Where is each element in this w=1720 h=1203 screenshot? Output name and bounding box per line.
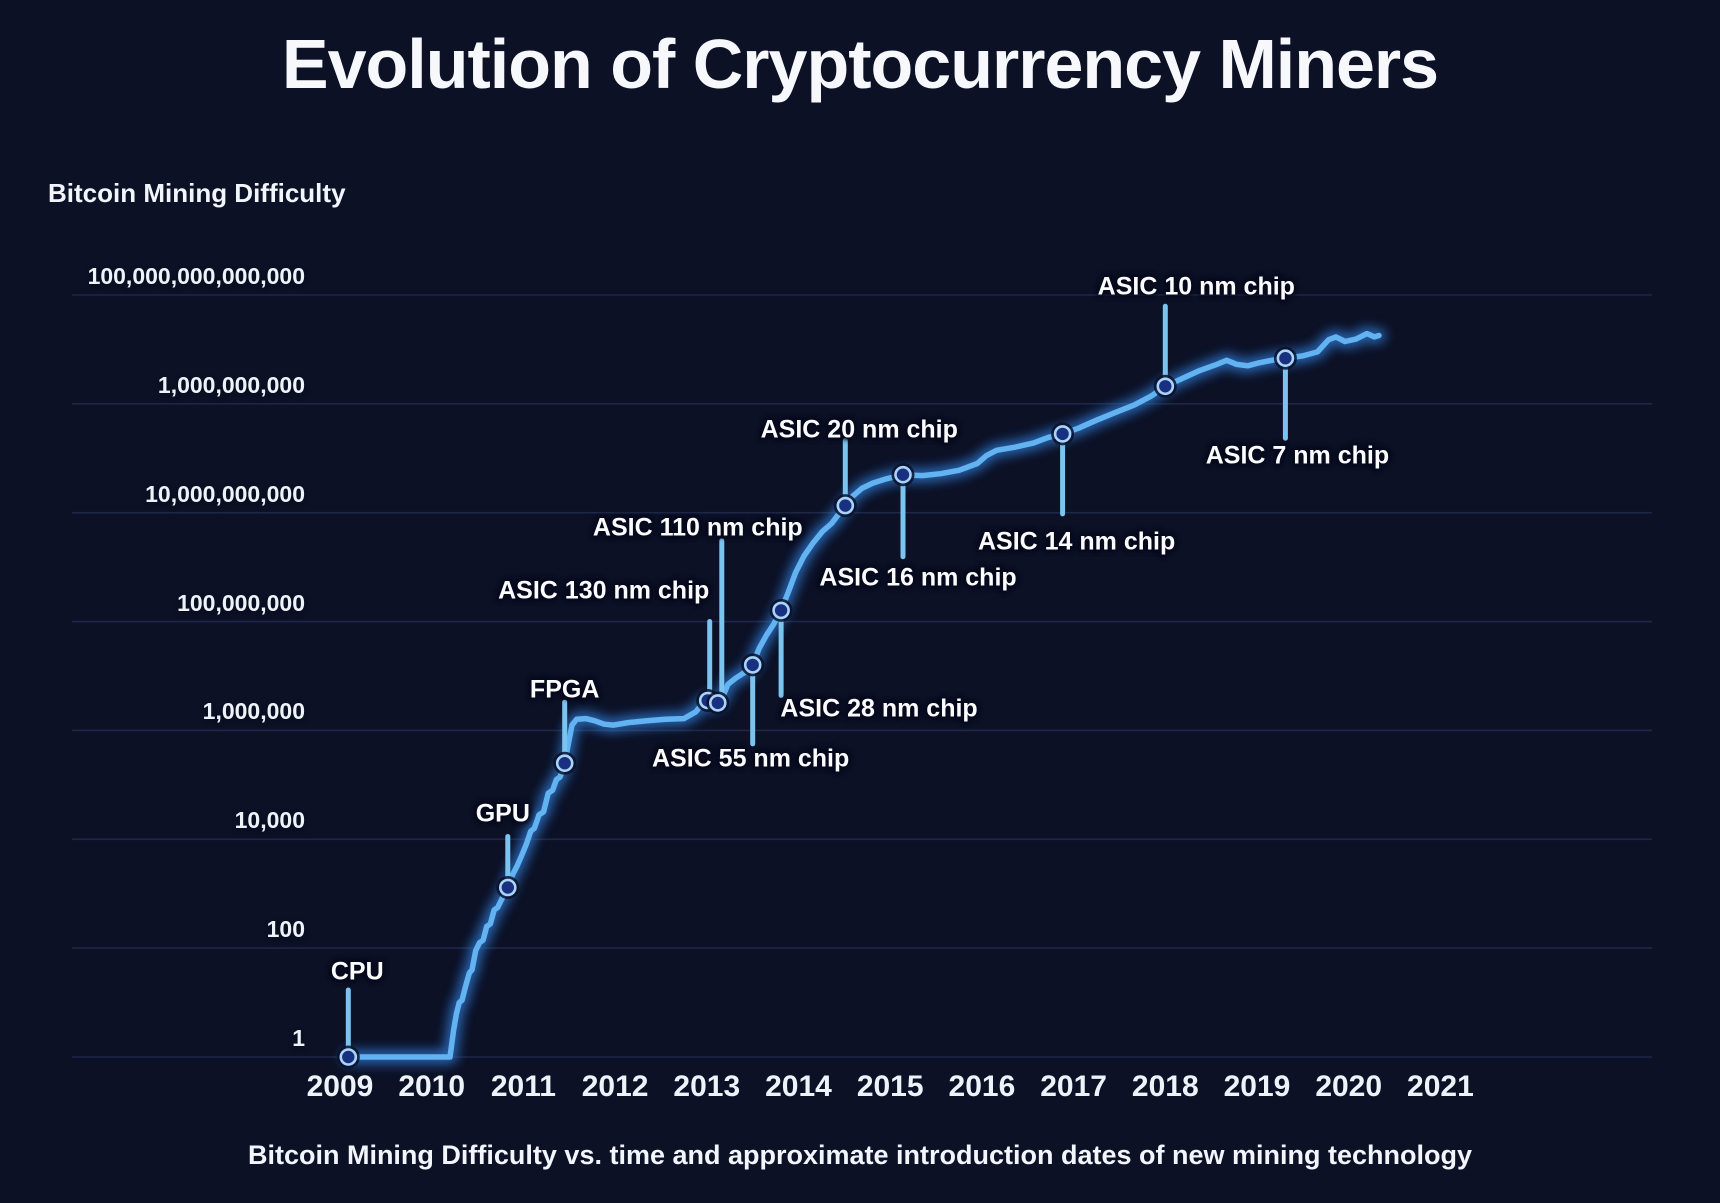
data-point-dot xyxy=(1053,425,1072,443)
data-point-dot xyxy=(1156,377,1175,396)
annotation-label: CPU xyxy=(330,957,384,986)
data-point-dot xyxy=(894,465,912,484)
x-tick-label: 2017 xyxy=(1040,1070,1107,1103)
x-tick-label: 2010 xyxy=(398,1070,466,1103)
page-title: Evolution of Cryptocurrency Miners xyxy=(281,25,1439,103)
data-point-halo xyxy=(496,876,520,899)
data-point-halo xyxy=(1051,422,1075,446)
x-tick-label: 2012 xyxy=(581,1070,649,1103)
y-tick-label: 1 xyxy=(292,1025,305,1051)
data-point-halo xyxy=(1153,374,1177,398)
x-tick-label: 2011 xyxy=(490,1070,556,1103)
data-point-dot xyxy=(498,878,517,897)
annotation-label: ASIC 55 nm chip xyxy=(652,744,850,773)
data-point-halo xyxy=(336,1045,360,1069)
annotation-label: FPGA xyxy=(529,675,600,704)
x-tick-label: 2019 xyxy=(1223,1070,1291,1103)
annotation-label: ASIC 7 nm chip xyxy=(1205,441,1390,470)
annotation-label: ASIC 10 nm chip xyxy=(1097,272,1295,301)
x-tick-label: 2016 xyxy=(948,1070,1016,1103)
y-tick-label: 100 xyxy=(266,916,305,943)
data-point-halo xyxy=(741,653,765,677)
y-tick-label: 100,000,000,000,000 xyxy=(87,262,305,289)
data-point-halo xyxy=(1273,346,1297,370)
data-point-dot xyxy=(339,1048,358,1066)
data-point-dot xyxy=(555,754,574,773)
data-point-dot xyxy=(772,601,790,620)
y-tick-label: 10,000,000,000 xyxy=(145,480,305,507)
data-point-dot xyxy=(743,656,762,674)
annotation-label: GPU xyxy=(475,799,530,827)
data-point-halo xyxy=(553,751,577,775)
y-tick-label: 1,000,000,000 xyxy=(157,371,305,398)
data-point-halo xyxy=(769,598,793,622)
x-tick-label: 2018 xyxy=(1131,1070,1199,1103)
annotation-label: ASIC 16 nm chip xyxy=(819,563,1017,592)
annotation-label: ASIC 110 nm chip xyxy=(592,513,803,542)
y-axis-title: Bitcoin Mining Difficulty xyxy=(48,178,346,208)
data-point-dot xyxy=(1276,349,1295,368)
annotation-label: ASIC 14 nm chip xyxy=(977,527,1176,556)
data-point-dot xyxy=(836,496,855,515)
x-tick-label: 2020 xyxy=(1315,1070,1383,1103)
y-tick-label: 10,000 xyxy=(234,807,305,834)
x-tick-label: 2015 xyxy=(856,1070,924,1103)
annotation-label: ASIC 130 nm chip xyxy=(498,576,710,605)
data-point-dot xyxy=(708,694,727,712)
data-point-halo xyxy=(706,691,730,715)
y-tick-label: 100,000,000 xyxy=(177,589,305,616)
y-tick-label: 1,000,000 xyxy=(202,698,305,725)
data-point-halo xyxy=(833,494,857,518)
x-tick-label: 2013 xyxy=(673,1070,741,1103)
data-point-halo xyxy=(891,463,915,487)
annotation-label: ASIC 20 nm chip xyxy=(760,415,958,444)
x-tick-label: 2021 xyxy=(1407,1070,1474,1103)
x-tick-label: 2014 xyxy=(765,1070,832,1103)
x-tick-label: 2009 xyxy=(306,1070,374,1103)
annotation-label: ASIC 28 nm chip xyxy=(780,694,978,723)
chart-caption: Bitcoin Mining Difficulty vs. time and a… xyxy=(247,1140,1473,1170)
